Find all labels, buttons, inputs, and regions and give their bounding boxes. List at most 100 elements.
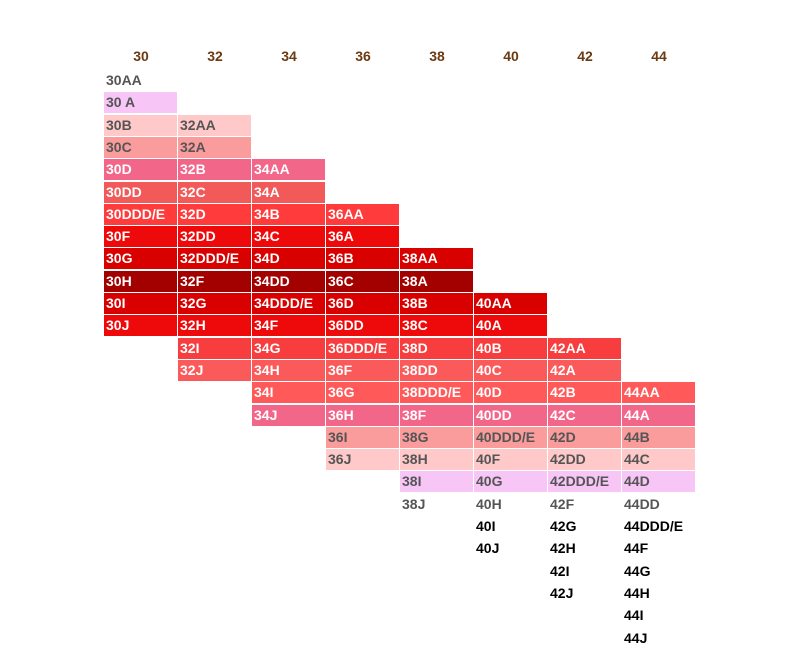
size-cell: 32DD (178, 226, 251, 248)
size-cell: 36DDD/E (326, 337, 399, 359)
size-cell: 40DD (474, 404, 547, 426)
size-cell: 34C (252, 226, 325, 248)
size-cell: 34F (252, 315, 325, 337)
size-cell: 40H (474, 493, 547, 515)
size-cell: 42H (550, 540, 576, 557)
size-cell: 42DDD/E (548, 471, 621, 493)
size-cell: 34B (252, 203, 325, 225)
size-cell: 32A (178, 136, 251, 158)
size-cell: 36A (326, 226, 399, 248)
size-cell: 44C (622, 449, 695, 471)
size-cell: 44AA (622, 382, 695, 404)
size-cell: 32H (178, 315, 251, 337)
size-cell: 42D (548, 426, 621, 448)
size-cell: 42J (550, 584, 574, 601)
size-cell: 36D (326, 293, 399, 314)
size-cell: 34H (252, 359, 325, 381)
size-cell: 38C (400, 315, 473, 337)
size-cell: 40G (474, 471, 547, 493)
size-cell: 42G (550, 518, 577, 534)
size-cell: 38D (400, 337, 473, 359)
size-cell: 34A (252, 181, 325, 203)
column-header: 40 (503, 48, 519, 64)
size-cell: 44A (622, 404, 695, 426)
size-cell: 34DD (252, 270, 325, 292)
size-cell: 40DDD/E (474, 426, 547, 448)
size-cell: 44I (624, 607, 644, 624)
size-cell: 32B (178, 159, 251, 181)
size-cell: 36I (326, 426, 399, 448)
size-cell: 32D (178, 203, 251, 225)
size-cell: 32C (178, 181, 251, 203)
size-cell: 38H (400, 449, 473, 471)
size-cell: 38J (400, 493, 473, 515)
size-cell: 40B (474, 337, 547, 359)
size-cell: 30J (104, 315, 177, 337)
size-cell: 38F (400, 404, 473, 426)
size-cell: 44DDD/E (624, 518, 684, 534)
size-cell: 40A (474, 315, 547, 337)
column-header: 44 (651, 48, 667, 64)
size-cell: 32AA (178, 114, 251, 136)
size-cell: 38DD (400, 359, 473, 381)
size-cell: 44H (624, 584, 650, 601)
size-cell: 32J (178, 359, 251, 381)
size-cell: 32I (178, 337, 251, 359)
size-cell: 42F (548, 493, 621, 515)
size-cell: 44B (622, 426, 695, 448)
size-cell: 36J (326, 449, 399, 471)
size-cell: 40I (476, 518, 496, 534)
size-cell: 34J (252, 404, 325, 426)
size-cell: 30B (104, 114, 177, 136)
size-cell: 30G (104, 248, 177, 270)
size-cell: 30DD (104, 181, 177, 203)
size-cell: 44J (624, 629, 648, 646)
size-cell: 30AA (104, 70, 177, 91)
size-cell: 40C (474, 359, 547, 381)
size-cell: 32F (178, 270, 251, 292)
size-cell: 34I (252, 382, 325, 404)
column-header: 38 (429, 48, 445, 64)
size-cell: 36DD (326, 315, 399, 337)
size-cell: 38DDD/E (400, 382, 473, 404)
size-cell: 38B (400, 293, 473, 314)
size-cell: 30 A (104, 92, 177, 114)
size-cell: 38G (400, 426, 473, 448)
column-header: 32 (207, 48, 223, 64)
size-cell: 36C (326, 270, 399, 292)
size-cell: 38A (400, 270, 473, 292)
size-cell: 42DD (548, 449, 621, 471)
column-header: 36 (355, 48, 371, 64)
size-cell: 44DD (622, 493, 695, 515)
size-cell: 42I (550, 562, 570, 579)
size-cell: 36G (326, 382, 399, 404)
size-cell: 36AA (326, 203, 399, 225)
size-cell: 42B (548, 382, 621, 404)
size-cell: 30I (104, 293, 177, 314)
size-cell: 32DDD/E (178, 248, 251, 270)
size-cell: 38AA (400, 248, 473, 270)
size-cell: 34AA (252, 159, 325, 181)
size-cell: 38I (400, 471, 473, 493)
size-cell: 30C (104, 136, 177, 158)
size-cell: 30D (104, 159, 177, 181)
size-cell: 36F (326, 359, 399, 381)
column-header: 34 (281, 48, 297, 64)
size-cell: 40AA (474, 293, 547, 314)
size-cell: 40D (474, 382, 547, 404)
size-cell: 44D (622, 471, 695, 493)
size-cell: 44F (624, 540, 649, 557)
size-cell: 42AA (548, 337, 621, 359)
size-cell: 30DDD/E (104, 203, 177, 225)
column-header: 30 (133, 48, 149, 64)
size-cell: 34DDD/E (252, 293, 325, 314)
size-cell: 30H (104, 270, 177, 292)
size-cell: 30F (104, 226, 177, 248)
size-cell: 34D (252, 248, 325, 270)
size-cell: 32G (178, 293, 251, 314)
size-cell: 40F (474, 449, 547, 471)
size-cell: 42A (548, 359, 621, 381)
size-cell: 40J (476, 540, 500, 557)
cup-size-chart: 30 32 34 36 38 40 42 44 30AA 30 A 30B 30C 30D 30DD 30D… (104, 48, 695, 646)
column-header: 42 (577, 48, 593, 64)
